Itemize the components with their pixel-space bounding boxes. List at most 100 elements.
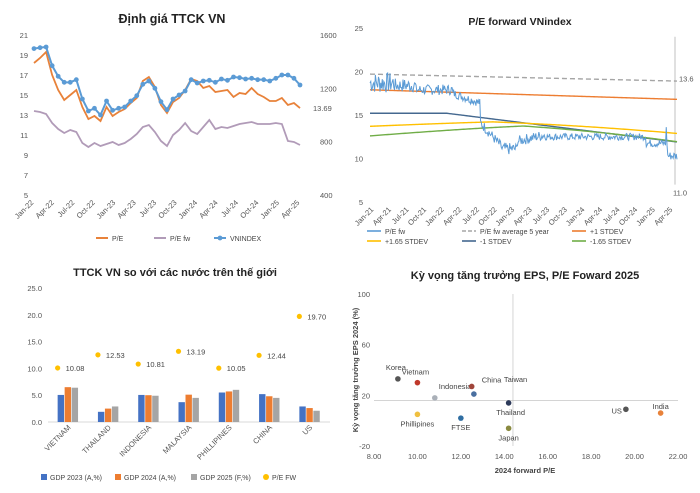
point-phillipines: [414, 411, 421, 418]
valuation-chart: Định giá TTCK VN 5 7 9 11 13 15 17 19 21 400 800 12…: [13, 12, 337, 243]
vnindex-point: [170, 96, 176, 102]
vnindex-point: [86, 108, 91, 114]
point-vietnam: [414, 379, 421, 386]
y-right-tick-label: 1600: [320, 31, 337, 40]
pe-fw-data-label: 12.53: [106, 351, 125, 360]
bar-thailand-0: [97, 411, 105, 422]
x-tick-label: Jul-23: [137, 198, 158, 219]
vnindex-point: [194, 80, 200, 86]
band-line--1-stdev: [370, 112, 678, 143]
vnindex-point: [285, 72, 291, 78]
y-left-tick-label: 17: [20, 71, 28, 80]
legend-marker: [217, 235, 223, 241]
y-tick-label: 20: [362, 391, 370, 400]
x-tick-label: 20.00: [625, 452, 644, 461]
x-tick-label: Jan-22: [13, 198, 36, 221]
x-tick-label: Jan-24: [564, 205, 587, 228]
legend-label: +1 STDEV: [590, 229, 624, 236]
x-tick-label: Apr-23: [115, 198, 137, 220]
eps-scatter-chart-panel: Kỳ vọng tăng trưởng EPS, P/E Foward 2025…: [350, 248, 700, 488]
y-tick-label: 60: [362, 341, 370, 350]
point-label-thailand: Thailand: [496, 408, 525, 417]
vnindex-point: [92, 105, 97, 111]
series-line-p-e-fw: [33, 110, 301, 149]
vnindex-point: [188, 77, 194, 83]
y-left-tick-label: 5: [24, 191, 28, 200]
bar-phillipines-0: [218, 392, 226, 422]
pe-forward-chart-panel: P/E forward VNindex 5 10 15 20 25 Jan-21 Apr-2…: [350, 0, 700, 248]
x-tick-label: Jan-25: [634, 205, 657, 228]
x-tick-label: Jul-24: [219, 198, 240, 219]
legend-label: GDP 2024 (A,%): [124, 475, 176, 482]
y-tick-label: 0.0: [32, 418, 42, 427]
vnindex-point: [128, 98, 134, 104]
pe-fw-line: [369, 71, 678, 161]
legend-label: GDP 2025 (F,%): [200, 475, 251, 482]
vnindex-point: [267, 78, 273, 84]
vnindex-point: [291, 75, 297, 81]
vnindex-point: [200, 78, 206, 84]
x-tick-label: Jan-23: [95, 198, 118, 221]
point-label-china: China: [482, 375, 502, 384]
y-left-tick-label: 19: [20, 51, 28, 60]
series-line-vnindex: [33, 45, 301, 117]
x-tick-label: 22.00: [669, 452, 688, 461]
pe-fw-data-label: 10.05: [227, 364, 246, 373]
y-left-tick-label: 7: [24, 171, 28, 180]
vnindex-point: [237, 75, 242, 81]
country-compare-chart-title: TTCK VN so với các nước trên thế giới: [73, 267, 277, 279]
bar-thailand-2: [111, 406, 119, 422]
x-tick-label: 8.00: [367, 452, 382, 461]
y-left-tick-label: 15: [20, 91, 28, 100]
y-left-tick-label: 13: [20, 111, 28, 120]
vnindex-point: [273, 75, 279, 81]
pe-fw-point-indonesia: [135, 361, 141, 367]
vnindex-point: [182, 88, 188, 94]
vnindex-point: [104, 98, 109, 104]
point-label-vietnam: Vietnam: [402, 368, 429, 377]
point-label-ftse: FTSE: [451, 423, 470, 432]
vnindex-point: [297, 82, 303, 88]
bar-china-2: [273, 397, 280, 422]
y-left-tick-label: 9: [24, 151, 28, 160]
vnindex-point: [146, 78, 152, 84]
pe-fw-end-low-label: 11.0: [673, 188, 687, 197]
y-tick-label: 15: [355, 111, 363, 120]
bar-malaysia-0: [178, 402, 185, 422]
country-compare-chart-panel: TTCK VN so với các nước trên thế giới 0.…: [0, 248, 350, 488]
x-category-label: PHILLIPINES: [195, 423, 233, 461]
y-left-tick-label: 11: [20, 131, 28, 140]
x-category-label: CHINA: [251, 423, 274, 446]
vnindex-point: [152, 85, 158, 91]
vnindex-point: [225, 77, 230, 83]
y-right-tick-label: 800: [320, 138, 333, 147]
vnindex-point: [255, 77, 261, 83]
pe-fw-point-thailand: [95, 352, 101, 358]
vnindex-point: [176, 92, 182, 98]
vnindex-point: [73, 77, 79, 83]
country-compare-chart: TTCK VN so với các nước trên thế giới 0.…: [27, 267, 330, 482]
band-line-p-e-fw-average-5-year: [369, 73, 678, 82]
bar-vietnam-1: [64, 387, 72, 422]
bar-us-1: [306, 408, 313, 422]
band-line--1-stdev: [369, 89, 678, 101]
series-line-p-e: [33, 50, 301, 123]
x-tick-label: Apr-24: [197, 198, 219, 220]
x-tick-label: Apr-23: [511, 205, 533, 227]
bar-indonesia-0: [138, 394, 145, 422]
point-japan: [505, 425, 512, 432]
vnindex-point: [219, 76, 224, 82]
x-tick-label: Jan-24: [177, 198, 200, 221]
legend-label: -1 STDEV: [480, 239, 512, 246]
bar-indonesia-2: [152, 395, 159, 422]
vnindex-point: [116, 105, 122, 111]
legend-swatch: [41, 474, 47, 480]
point-label-taiwan: Taiwan: [504, 375, 527, 384]
bar-us-0: [299, 406, 306, 422]
point-taiwan: [471, 391, 477, 397]
x-tick-label: Jan-22: [423, 205, 446, 228]
y-tick-label: 25: [355, 24, 363, 33]
point-us: [623, 406, 629, 413]
point-thailand: [505, 400, 512, 406]
x-tick-label: Jul-22: [56, 198, 77, 219]
